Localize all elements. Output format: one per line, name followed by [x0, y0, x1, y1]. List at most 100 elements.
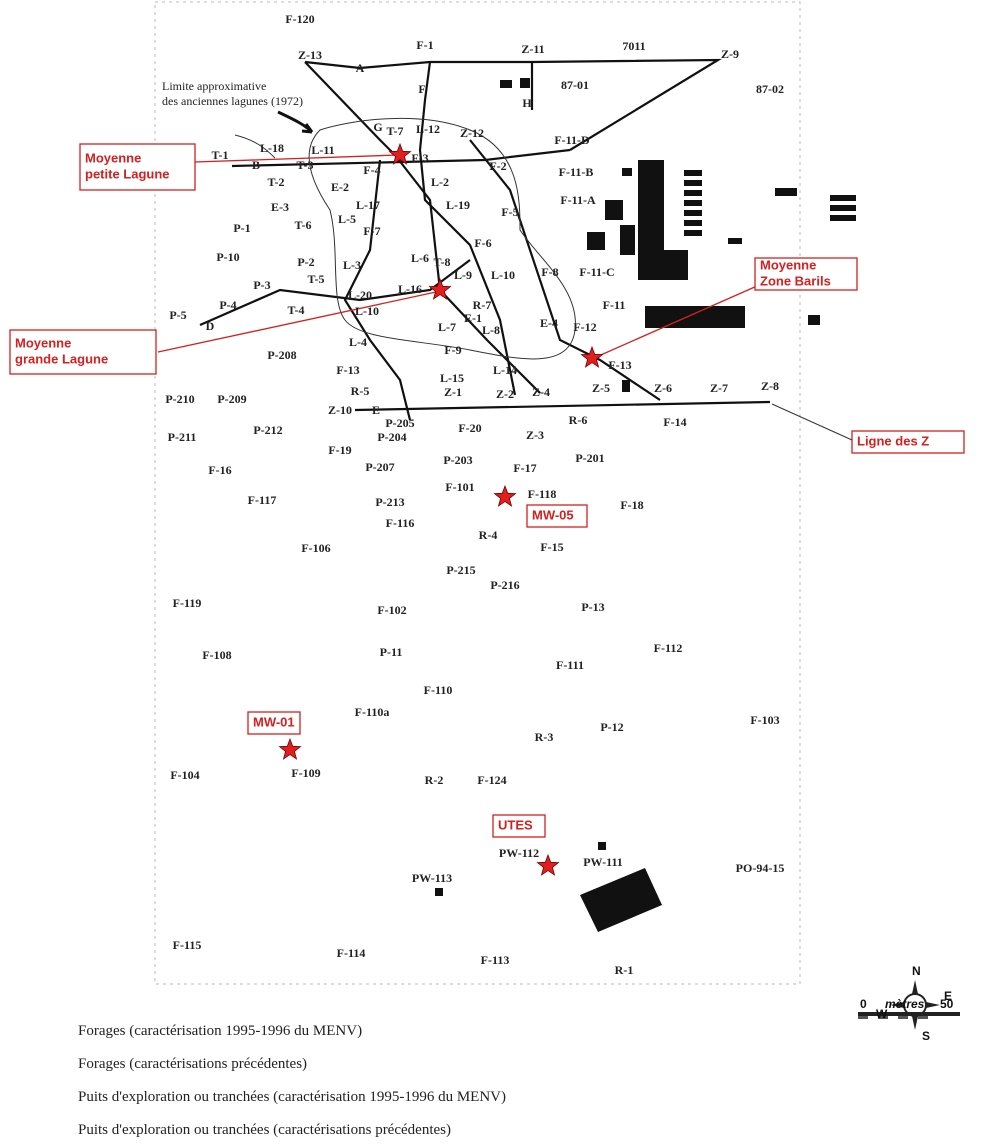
station-label: F-15 [540, 540, 563, 554]
station-label: F-8 [541, 265, 558, 279]
station-label: T-2 [268, 175, 285, 189]
station-label: P-13 [581, 600, 604, 614]
station-label: P-1 [233, 221, 250, 235]
station-label: F-117 [248, 493, 277, 507]
scale-unit: mètres [885, 997, 925, 1011]
station-label: F-101 [445, 480, 474, 494]
station-label: A [356, 61, 365, 75]
compass [858, 980, 960, 1030]
station-label: T-5 [308, 272, 325, 286]
station-label: Z-7 [710, 381, 728, 395]
station-label: F-18 [620, 498, 643, 512]
station-label: PW-112 [499, 846, 539, 860]
station-label: L-9 [454, 268, 472, 282]
scale-max: 50 [940, 997, 954, 1011]
station-label: Z-1 [444, 385, 462, 399]
station-label: 7011 [622, 39, 645, 53]
station-label: R-3 [535, 730, 554, 744]
station-label: Z-6 [654, 381, 672, 395]
note-arrow [277, 110, 314, 134]
station-label: Z-11 [521, 42, 544, 56]
station-label: Z-8 [761, 379, 779, 393]
station-label: Z-4 [532, 385, 550, 399]
station-label: F-115 [173, 938, 202, 952]
station-label: F-13 [608, 358, 631, 372]
station-label: R-6 [569, 413, 588, 427]
star [428, 277, 452, 300]
compass-n: N [912, 964, 921, 978]
station-label: F-20 [458, 421, 481, 435]
station-label: F [418, 82, 425, 96]
station-label: L-20 [348, 288, 372, 302]
callout-box [754, 257, 858, 291]
station-label: F-14 [663, 415, 686, 429]
trenches [199, 58, 853, 441]
station-label: F-11-C [579, 265, 614, 279]
note-line: des anciennes lagunes (1972) [162, 94, 303, 108]
station-label: F-113 [481, 953, 510, 967]
station-label: F-103 [750, 713, 779, 727]
station-label: B [252, 158, 260, 172]
station-label: F-7 [363, 224, 380, 238]
station-label: G [373, 120, 382, 134]
star [388, 142, 412, 165]
station-label: F-11-D [554, 133, 590, 147]
station-label: E [372, 403, 380, 417]
station-label: P-215 [446, 563, 475, 577]
station-label: T-7 [387, 124, 404, 138]
station-label: F-11-A [560, 193, 596, 207]
station-label: P-3 [253, 278, 270, 292]
station-label: L-19 [446, 198, 470, 212]
station-label: Z-12 [460, 126, 484, 140]
station-label: E-1 [464, 311, 482, 325]
station-label: F-102 [377, 603, 406, 617]
map-border [154, 1, 801, 985]
callout-text: Zone Barils [760, 273, 831, 288]
station-label: F-111 [556, 658, 584, 672]
station-label: L-5 [338, 212, 356, 226]
station-label: F-4 [363, 163, 380, 177]
station-label: PO-94-15 [736, 861, 785, 875]
callout-text: petite Lagune [85, 166, 170, 181]
station-label: F-12 [573, 320, 596, 334]
station-label: P-205 [385, 416, 414, 430]
station-label: T-4 [288, 303, 305, 317]
station-label: R-4 [479, 528, 498, 542]
scale-min: 0 [860, 997, 867, 1011]
station-label: F-2 [489, 159, 506, 173]
station-label: R-1 [615, 963, 634, 977]
callout-box [9, 329, 157, 375]
station-label: F-108 [202, 648, 231, 662]
station-label: P-11 [380, 645, 403, 659]
station-label: P-5 [169, 308, 186, 322]
station-label: L-14 [493, 363, 517, 377]
station-label: P-2 [297, 255, 314, 269]
star [580, 345, 604, 368]
station-label: F-5 [501, 205, 518, 219]
legend-item: Forages (caractérisations précédentes) [78, 1056, 307, 1072]
legend-item: Puits d'exploration ou tranchées (caract… [78, 1089, 506, 1105]
callout-text: UTES [498, 817, 533, 832]
station-label: Z-5 [592, 381, 610, 395]
station-label: P-10 [216, 250, 239, 264]
station-label: T-8 [434, 255, 451, 269]
station-label: F-124 [477, 773, 506, 787]
callout-text: Moyenne [15, 335, 71, 350]
note-line: Limite approximative [162, 79, 266, 93]
station-label: Z-10 [328, 403, 352, 417]
station-label: 87-01 [561, 78, 589, 92]
station-label: F-19 [328, 443, 351, 457]
station-label: F-104 [170, 768, 199, 782]
station-label: P-208 [267, 348, 296, 362]
station-label: Z-3 [526, 428, 544, 442]
station-label: F-11 [603, 298, 626, 312]
callout-box [492, 814, 546, 838]
star [278, 737, 302, 760]
station-label: R-7 [473, 298, 492, 312]
station-label: F-6 [474, 236, 491, 250]
compass-e: E [944, 989, 952, 1003]
station-label: F-116 [386, 516, 415, 530]
star [536, 853, 560, 876]
station-label: L-12 [416, 122, 440, 136]
